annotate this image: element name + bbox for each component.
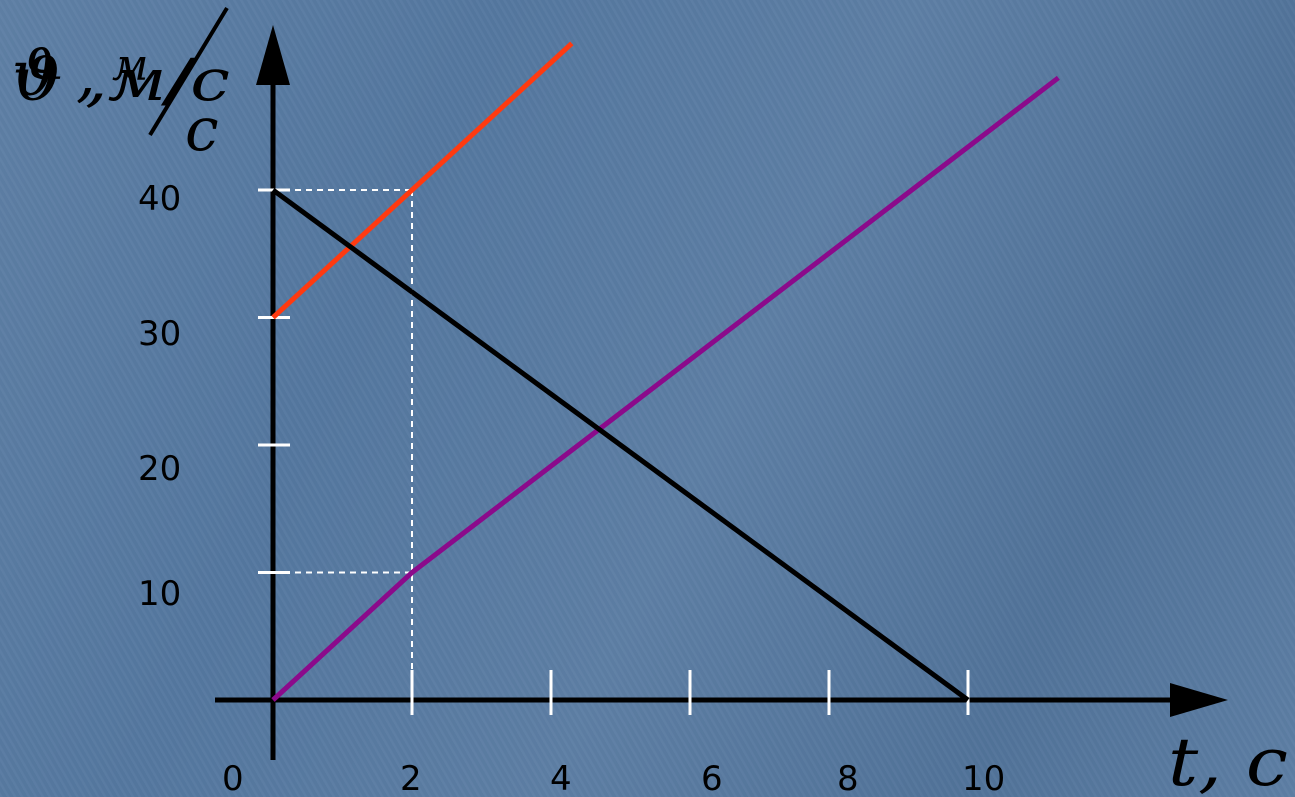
origin-label: 0 [222, 759, 244, 797]
series-line-1 [271, 75, 1060, 702]
x-ticks [410, 670, 970, 715]
y-axis-unit-den: с [185, 95, 219, 165]
y-axis-unit-slash [148, 6, 229, 137]
x-tick-label-6: 6 [701, 759, 723, 797]
dashed-guides [273, 189, 413, 700]
x-axis-label: t, c [1168, 724, 1288, 797]
x-tick-label-10: 10 [962, 759, 1005, 797]
y-tick-label-30: 30 [138, 314, 181, 354]
x-tick-label-2: 2 [400, 759, 422, 797]
x-axis-arrow [1170, 683, 1228, 717]
x-tick-label-4: 4 [550, 759, 572, 797]
x-tick-label-8: 8 [837, 759, 859, 797]
y-axis-label-text: ϑ ,м/с [12, 46, 230, 114]
y-tick-label-10: 10 [138, 574, 181, 614]
y-tick-label-40: 40 [138, 179, 181, 219]
series-line-2 [271, 187, 970, 703]
y-axis-symbol: ϑ , [12, 37, 96, 110]
y-axis-arrow [256, 25, 290, 85]
series-line-0 [271, 41, 574, 320]
y-axis-label: ϑ ,м/с ϑ , м с [12, 6, 230, 165]
y-axis-unit-num: м [112, 40, 148, 91]
series-lines [271, 41, 1060, 703]
y-tick-label-20: 20 [138, 449, 181, 489]
